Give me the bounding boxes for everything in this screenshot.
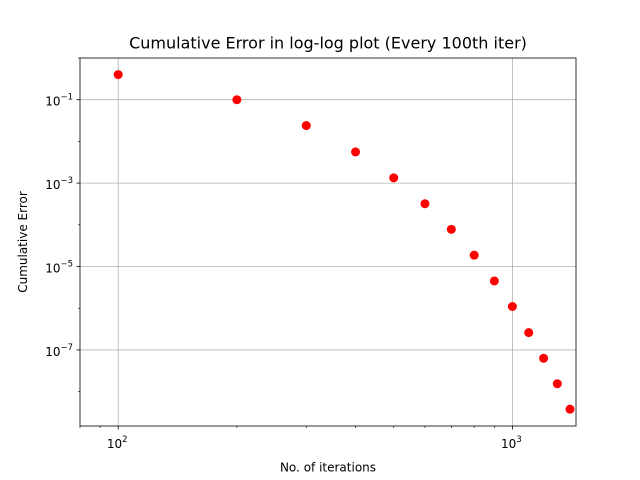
data-point bbox=[113, 70, 123, 80]
data-point bbox=[552, 379, 562, 389]
data-point bbox=[507, 302, 517, 312]
plot-frame bbox=[79, 57, 577, 427]
x-tick-label: 102 bbox=[107, 435, 128, 451]
y-tick-label: 10−7 bbox=[45, 343, 73, 359]
x-tick-label: 103 bbox=[501, 435, 522, 451]
data-points bbox=[113, 70, 575, 414]
data-point bbox=[565, 404, 575, 414]
y-tick-label: 10−5 bbox=[45, 260, 73, 276]
grid bbox=[80, 58, 576, 426]
data-point bbox=[389, 173, 399, 183]
data-point bbox=[469, 250, 479, 260]
chart-title: Cumulative Error in log-log plot (Every … bbox=[129, 34, 527, 53]
data-point bbox=[446, 224, 456, 234]
data-point bbox=[351, 147, 361, 157]
axis-ticks: 102 103 10−1 10−3 10−5 10−7 bbox=[45, 57, 522, 451]
data-point bbox=[232, 95, 242, 105]
y-tick-label: 10−3 bbox=[45, 176, 73, 192]
data-point bbox=[539, 353, 549, 363]
y-axis-label: Cumulative Error bbox=[16, 191, 30, 293]
data-point bbox=[301, 121, 311, 131]
data-point bbox=[420, 199, 430, 209]
data-point bbox=[524, 328, 534, 338]
y-tick-label: 10−1 bbox=[45, 93, 73, 109]
data-point bbox=[489, 276, 499, 286]
x-axis-label: No. of iterations bbox=[280, 461, 376, 475]
